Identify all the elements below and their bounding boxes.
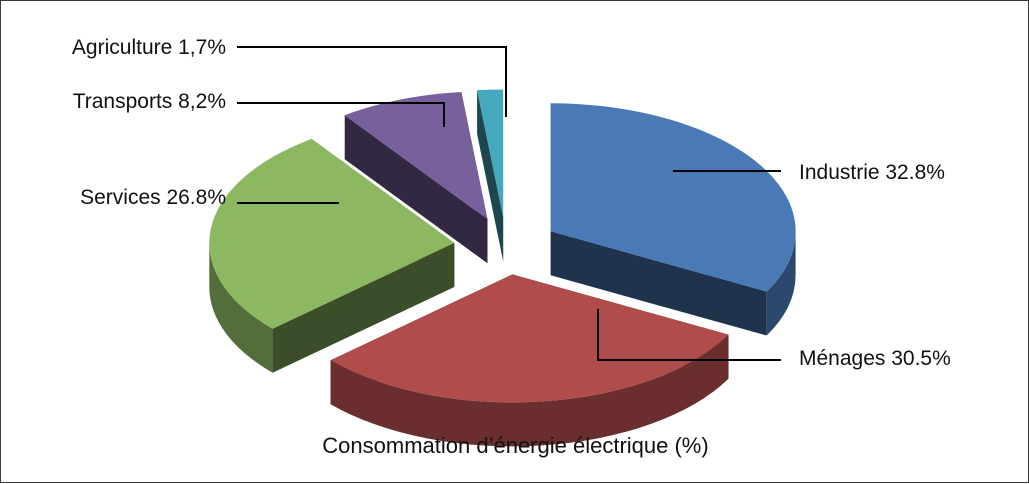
chart-title: Consommation d’énergie électrique (%) — [322, 433, 709, 458]
data-label-agriculture: Agriculture 1,7% — [72, 36, 226, 59]
slice-top — [209, 138, 455, 329]
leader-line-agriculture — [237, 46, 507, 117]
data-label-services: Services 26.8% — [80, 186, 226, 209]
pie-slice-industrie — [550, 103, 796, 336]
data-label-mnages: Ménages 30.5% — [799, 347, 951, 370]
leader-line-transports — [237, 102, 445, 127]
data-label-transports: Transports 8,2% — [73, 90, 226, 113]
pie-slice-agriculture — [477, 89, 504, 262]
slice-top — [477, 89, 504, 218]
leader-line-mnages — [597, 309, 781, 361]
pie-slice-transports — [344, 92, 488, 264]
slice-top — [330, 274, 729, 403]
slice-rim — [209, 242, 273, 373]
pie-slice-services — [209, 138, 455, 373]
data-label-industrie: Industrie 32.8% — [799, 161, 945, 184]
slice-side-wall — [477, 90, 504, 262]
slice-rim — [766, 231, 796, 336]
slice-top — [344, 92, 488, 220]
slice-side-wall — [550, 231, 767, 336]
pie-slice-mnages — [330, 274, 729, 447]
slice-side-wall — [344, 115, 488, 264]
slice-top — [550, 103, 796, 292]
slice-side-wall — [272, 242, 455, 373]
slice-rim — [330, 334, 729, 447]
